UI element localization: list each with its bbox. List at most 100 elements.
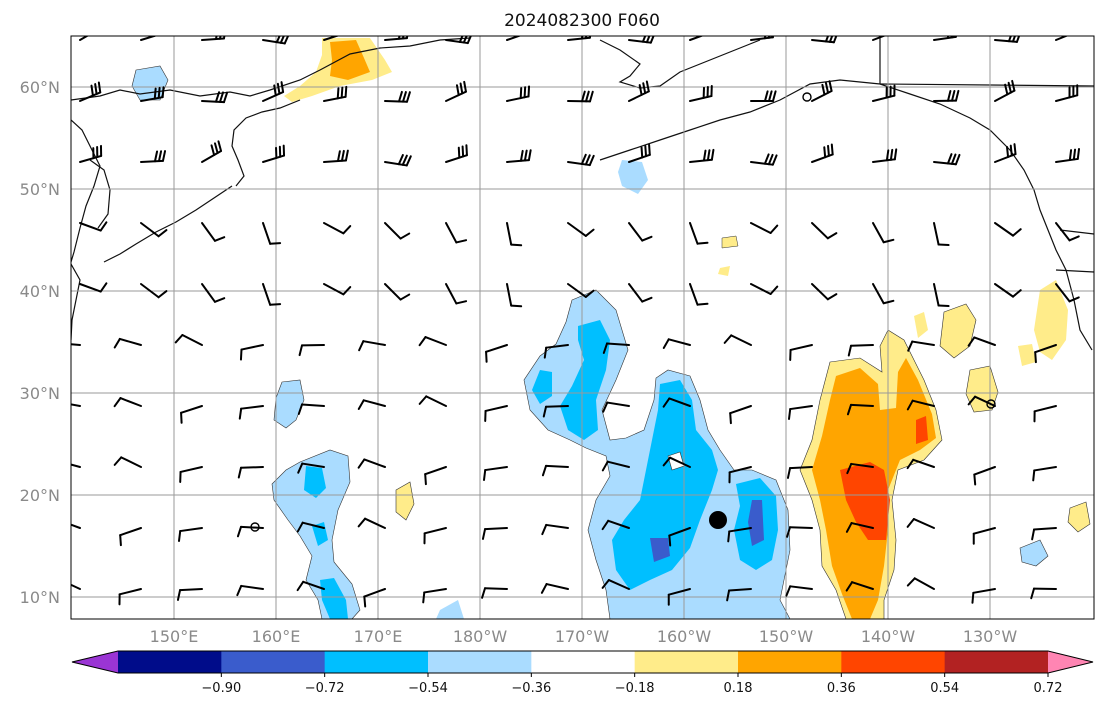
wind-barb bbox=[726, 588, 752, 602]
wind-barb bbox=[994, 36, 1021, 43]
wind-barb bbox=[723, 334, 752, 346]
wind-barb bbox=[79, 144, 103, 163]
wind-barb bbox=[140, 283, 168, 299]
wind-barb bbox=[689, 222, 709, 245]
wind-barb bbox=[418, 395, 447, 407]
lat-label: 10°N bbox=[20, 588, 60, 607]
wind-barb bbox=[540, 583, 569, 594]
wind-barb bbox=[201, 91, 229, 104]
wind-barb bbox=[323, 36, 340, 41]
wind-barb bbox=[872, 148, 898, 163]
wind-barb bbox=[872, 222, 895, 244]
wind-barb bbox=[628, 222, 653, 242]
wind-barb bbox=[79, 221, 108, 232]
wind-barb bbox=[750, 222, 779, 234]
wind-barb bbox=[541, 523, 569, 536]
wind-barb bbox=[113, 456, 142, 468]
wind-barb bbox=[262, 283, 282, 306]
wind-barb bbox=[238, 405, 264, 420]
wind-barb bbox=[298, 344, 325, 357]
wind-barb bbox=[602, 342, 630, 354]
wind-barb bbox=[628, 36, 655, 44]
station-marker bbox=[802, 92, 812, 102]
wind-barb bbox=[482, 466, 508, 481]
wind-barb bbox=[140, 86, 165, 102]
wind-barb bbox=[628, 80, 650, 102]
wind-barb bbox=[786, 466, 813, 479]
wind-barb bbox=[201, 222, 226, 242]
wind-barb bbox=[628, 143, 651, 163]
wind-barb bbox=[79, 36, 89, 41]
colorbar-extend-low bbox=[72, 651, 118, 673]
map-title: 2024082300 F060 bbox=[504, 11, 660, 31]
wind-barb bbox=[384, 90, 411, 103]
wind-barb bbox=[323, 283, 352, 296]
lon-label: 140°W bbox=[861, 627, 916, 646]
colorbar-tick-label: 0.36 bbox=[827, 681, 856, 696]
wind-barb bbox=[201, 140, 223, 163]
wind-barb bbox=[994, 283, 1022, 298]
wind-barb bbox=[933, 283, 950, 308]
wind-barb bbox=[201, 283, 226, 303]
latitude-labels: 60°N 50°N 40°N 30°N 20°N 10°N bbox=[20, 78, 60, 607]
lon-label: 170°E bbox=[354, 627, 403, 646]
wind-barb bbox=[71, 583, 81, 590]
wind-barb bbox=[994, 143, 1017, 163]
wind-barb bbox=[262, 222, 282, 245]
colorbar-tick-label: 0.18 bbox=[724, 681, 753, 696]
wind-barb bbox=[933, 89, 960, 102]
colorbar-tick-label: −0.90 bbox=[201, 681, 241, 696]
wind-barb bbox=[423, 527, 447, 545]
wind-barb bbox=[689, 283, 709, 306]
wind-barb bbox=[1055, 36, 1069, 41]
station-marker bbox=[250, 522, 260, 532]
colorbar-cell bbox=[118, 651, 222, 673]
colorbar-tick-label: −0.72 bbox=[305, 681, 345, 696]
wind-barb bbox=[357, 517, 386, 529]
wind-barb bbox=[1034, 344, 1057, 364]
wind-barb bbox=[667, 588, 691, 606]
wind-barb bbox=[236, 584, 264, 597]
wind-barb bbox=[845, 581, 874, 592]
wind-barb bbox=[140, 150, 167, 163]
wind-barb bbox=[296, 521, 325, 533]
wind-barb bbox=[811, 80, 833, 102]
station-marker bbox=[986, 399, 996, 409]
wind-barb bbox=[811, 283, 838, 301]
wind-barb bbox=[180, 405, 203, 424]
wind-barb bbox=[1055, 283, 1080, 303]
wind-barb bbox=[140, 36, 158, 41]
wind-barb bbox=[297, 403, 325, 415]
lon-label: 160°W bbox=[657, 627, 712, 646]
wind-barb bbox=[176, 588, 203, 601]
colorbar-outline bbox=[71, 650, 1094, 674]
map-frame bbox=[70, 35, 1095, 620]
wind-barb bbox=[262, 144, 286, 163]
colorbar-tick-label: −0.54 bbox=[408, 681, 448, 696]
wind-barb bbox=[71, 463, 81, 468]
wind-barb bbox=[239, 344, 264, 361]
wind-barb bbox=[846, 462, 874, 475]
wind-barb bbox=[750, 90, 777, 102]
lon-label: 170°W bbox=[555, 627, 610, 646]
wind-barb bbox=[872, 283, 895, 305]
wind-barb bbox=[662, 397, 691, 408]
colorbar-cell bbox=[221, 651, 326, 673]
colorbar-cell bbox=[531, 651, 636, 673]
wind-barb bbox=[567, 222, 595, 237]
wind-barb bbox=[972, 527, 996, 545]
colorbar-tick-label: 0.72 bbox=[1034, 681, 1063, 696]
wind-barb bbox=[689, 85, 713, 102]
wind-barb bbox=[994, 79, 1016, 102]
colorbar-extend-high bbox=[1048, 651, 1093, 673]
wind-barb bbox=[357, 399, 386, 410]
wind-barb bbox=[113, 337, 142, 349]
wind-barb bbox=[445, 36, 472, 45]
wind-barb bbox=[71, 403, 81, 407]
wind-barb bbox=[543, 344, 569, 359]
longitude-labels: 150°E 160°E 170°E 180°W 170°W 160°W 150°… bbox=[150, 627, 1018, 646]
wind-barb bbox=[484, 405, 508, 422]
wind-barb bbox=[118, 588, 142, 606]
colorbar-cell bbox=[634, 651, 739, 673]
